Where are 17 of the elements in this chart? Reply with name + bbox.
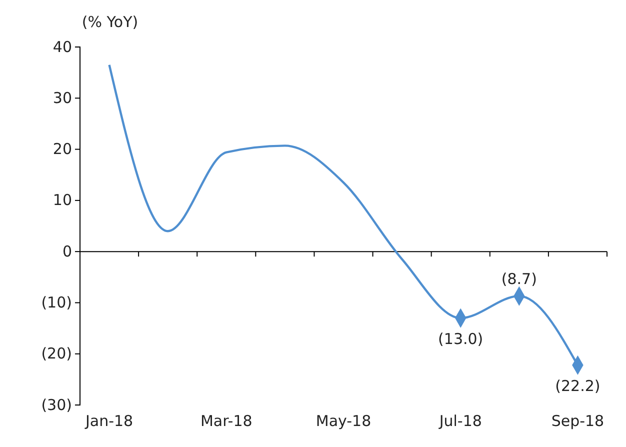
x-tick-label: Jul-18 (438, 412, 482, 430)
y-tick-label: 20 (52, 140, 72, 158)
x-tick-label: Jan-18 (84, 412, 134, 430)
y-tick-label: 40 (52, 38, 72, 56)
y-axis-title: (% YoY) (82, 13, 138, 31)
y-tick-label: 10 (52, 191, 72, 210)
x-tick-label: May-18 (316, 412, 372, 430)
y-tick-label: 0 (62, 242, 72, 260)
y-tick-label: (10) (41, 294, 72, 312)
y-tick-label: (30) (41, 396, 72, 414)
y-tick-label: (20) (41, 344, 72, 363)
x-tick-label: Mar-18 (200, 412, 252, 430)
data-label: (22.2) (555, 377, 600, 396)
y-tick-label: 30 (52, 88, 72, 107)
data-label: (8.7) (501, 270, 537, 288)
x-tick-label: Sep-18 (551, 412, 604, 430)
data-label: (13.0) (438, 330, 484, 348)
